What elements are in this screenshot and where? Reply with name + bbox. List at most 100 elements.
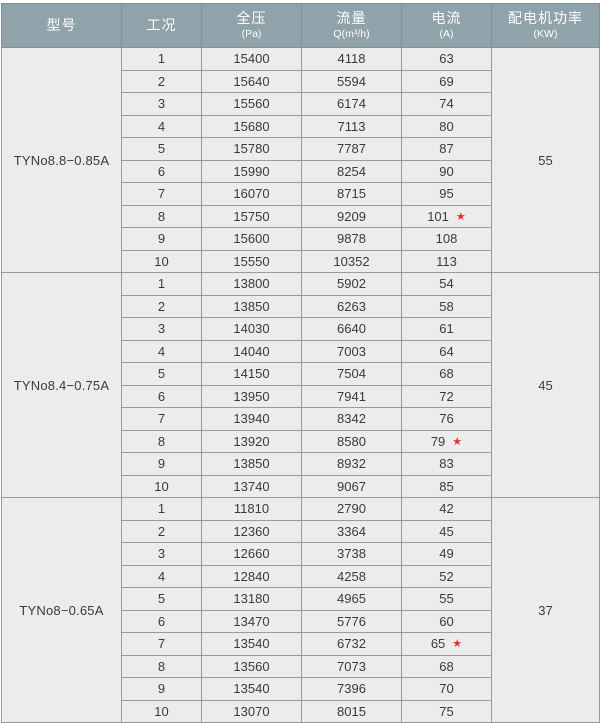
current-cell: 49 — [401, 542, 492, 566]
press-cell: 13950 — [201, 384, 302, 408]
current-value: 63 — [439, 51, 454, 67]
current-cell: 61 — [401, 317, 492, 341]
flow-cell: 6263 — [301, 294, 402, 318]
cond-cell: 7 — [121, 182, 202, 206]
current-cell: 80 — [401, 114, 492, 138]
press-cell: 12660 — [201, 542, 302, 566]
press-cell: 12840 — [201, 564, 302, 588]
current-cell: 108 — [401, 227, 492, 251]
current-cell: 87 — [401, 137, 492, 161]
model-name-cell: TYNo8.4−0.75A — [1, 272, 122, 498]
column-header-title: 工况 — [146, 16, 177, 33]
cond-cell: 5 — [121, 362, 202, 386]
column-header-flow: 流量 Q(m³/h) — [301, 3, 402, 48]
model-name-cell: TYNo8.8−0.85A — [1, 47, 122, 273]
cond-cell: 8 — [121, 654, 202, 678]
current-cell: 54 — [401, 272, 492, 296]
flow-cell: 5594 — [301, 69, 402, 93]
current-cell: 45 — [401, 519, 492, 543]
current-value: 85 — [439, 478, 454, 494]
press-cell: 15780 — [201, 137, 302, 161]
cond-cell: 9 — [121, 227, 202, 251]
press-cell: 13740 — [201, 474, 302, 498]
current-value: 60 — [439, 613, 454, 629]
current-cell: 65 ★ — [401, 632, 492, 656]
flow-cell: 7396 — [301, 677, 402, 701]
press-cell: 15750 — [201, 204, 302, 228]
table-row: 8 13560 7073 68 — [2, 654, 600, 678]
flow-cell: 6174 — [301, 92, 402, 116]
column-header-model: 型号 — [1, 3, 122, 48]
cond-cell: 3 — [121, 542, 202, 566]
current-cell: 58 — [401, 294, 492, 318]
table-row: TYNo8.4−0.75A 1 13800 5902 54 45 — [1, 272, 600, 498]
column-header-title: 全压 — [236, 9, 267, 26]
flow-cell: 7787 — [301, 137, 402, 161]
flow-cell: 8342 — [301, 407, 402, 431]
cond-cell: 6 — [121, 159, 202, 183]
column-header-press: 全压 (Pa) — [201, 3, 302, 48]
current-value: 75 — [439, 703, 454, 719]
flow-cell: 7003 — [301, 339, 402, 363]
current-cell: 79 ★ — [401, 429, 492, 453]
cond-cell: 8 — [121, 204, 202, 228]
table-header-row: 型号 工况 全压 (Pa) 流量 Q(m³/h) 电流 (A) 配电机功率 (KW) — [1, 3, 600, 48]
current-value: 45 — [439, 523, 454, 539]
current-value: 79 — [430, 433, 446, 449]
fan-specification-table: 型号 工况 全压 (Pa) 流量 Q(m³/h) 电流 (A) 配电机功率 (KW) TYNo8.… — [1, 3, 600, 723]
model-name-cell: TYNo8−0.65A — [1, 497, 122, 723]
table-row: 5 14150 7504 68 — [2, 362, 600, 386]
current-cell: 64 — [401, 339, 492, 363]
flow-cell: 7504 — [301, 362, 402, 386]
flow-cell: 7073 — [301, 654, 402, 678]
flow-cell: 8580 — [301, 429, 402, 453]
current-value: 108 — [435, 231, 458, 247]
current-value: 69 — [439, 73, 454, 89]
press-cell: 13560 — [201, 654, 302, 678]
flow-cell: 6640 — [301, 317, 402, 341]
press-cell: 13470 — [201, 609, 302, 633]
table-row: 8 15750 9209 101 ★ — [2, 204, 600, 228]
table-row: 4 15680 7113 80 — [2, 114, 600, 138]
cond-cell: 4 — [121, 339, 202, 363]
cond-cell: 1 — [121, 497, 202, 521]
current-value: 70 — [439, 681, 454, 697]
cond-cell: 1 — [121, 47, 202, 71]
current-value: 61 — [439, 321, 454, 337]
cond-cell: 10 — [121, 249, 202, 273]
current-value: 72 — [439, 388, 454, 404]
flow-cell: 2790 — [301, 497, 402, 521]
table-body: TYNo8.8−0.85A 1 15400 4118 63 55 2 15640 5594 69 3… — [1, 47, 600, 723]
current-value: 68 — [439, 366, 454, 382]
column-header-power: 配电机功率 (KW) — [491, 3, 600, 48]
press-cell: 15560 — [201, 92, 302, 116]
press-cell: 13800 — [201, 272, 302, 296]
cond-cell: 1 — [121, 272, 202, 296]
current-value: 49 — [439, 546, 454, 562]
flow-cell: 5902 — [301, 272, 402, 296]
column-header-unit: Q(m³/h) — [333, 27, 370, 40]
column-header-unit: (Pa) — [241, 27, 262, 40]
press-cell: 15990 — [201, 159, 302, 183]
current-cell: 69 — [401, 69, 492, 93]
current-cell: 70 — [401, 677, 492, 701]
table-row: 5 13180 4965 55 — [2, 587, 600, 611]
press-cell: 13920 — [201, 429, 302, 453]
motor-power-cell: 37 — [491, 497, 600, 723]
current-value: 101 — [427, 208, 449, 224]
cond-cell: 7 — [121, 407, 202, 431]
table-row: 3 14030 6640 61 — [2, 317, 600, 341]
cond-cell: 9 — [121, 677, 202, 701]
current-cell: 95 — [401, 182, 492, 206]
current-value: 68 — [439, 658, 454, 674]
column-header-title: 配电机功率 — [508, 9, 583, 26]
current-cell: 60 — [401, 609, 492, 633]
cond-cell: 2 — [121, 69, 202, 93]
cond-cell: 7 — [121, 632, 202, 656]
press-cell: 12360 — [201, 519, 302, 543]
current-value: 113 — [436, 253, 457, 269]
column-header-title: 电流 — [431, 9, 462, 26]
current-cell: 68 — [401, 362, 492, 386]
cond-cell: 2 — [121, 519, 202, 543]
current-cell: 101 ★ — [401, 204, 492, 228]
